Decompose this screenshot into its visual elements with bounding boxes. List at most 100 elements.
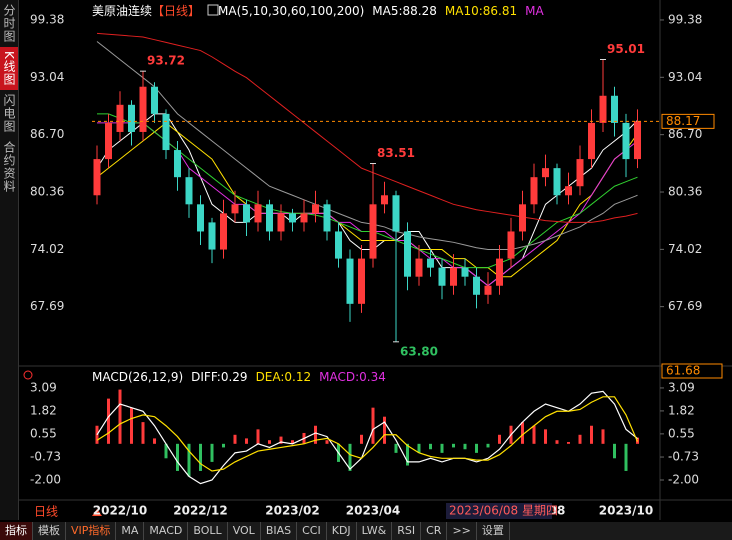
- candle-body: [450, 267, 457, 286]
- toolbar-tab[interactable]: MACD: [144, 522, 189, 540]
- macd-line: [96, 396, 639, 472]
- toolbar-tab[interactable]: RSI: [392, 522, 422, 540]
- candle-body: [208, 222, 216, 250]
- x-tick-label: 2023/04: [346, 504, 400, 518]
- indicator: MA(5,10,30,60,100,200): [218, 4, 364, 18]
- icon[interactable]: [23, 370, 33, 380]
- crosshair-date-box: [446, 503, 552, 519]
- sidebar-tab[interactable]: 闪电图: [2, 93, 16, 133]
- y-tick-label: 67.69: [668, 299, 702, 313]
- period: 【日线】: [152, 4, 200, 18]
- candle-body: [358, 258, 365, 304]
- x-tick-label: 08: [549, 504, 566, 518]
- y-tick-label: -2.00: [30, 472, 61, 486]
- toolbar-tab[interactable]: CR: [421, 522, 448, 540]
- candle-body: [507, 231, 515, 259]
- toolbar-tab[interactable]: BIAS: [261, 522, 298, 540]
- candle-body: [197, 204, 204, 232]
- y-tick-label: 80.36: [668, 185, 702, 199]
- candle-body: [415, 258, 423, 277]
- candle-body: [346, 258, 354, 304]
- toolbar-tab[interactable]: BOLL: [188, 522, 228, 540]
- toolbar-tab[interactable]: KDJ: [327, 522, 357, 540]
- axis-limit-label: 61.68: [666, 364, 700, 378]
- y-tick-label: 67.69: [30, 299, 64, 313]
- candle-body: [622, 122, 630, 160]
- header: 美原油连续【日线】 MA(5,10,30,60,100,200) MA5:88.28…: [92, 3, 544, 18]
- toolbar-tab[interactable]: MA: [116, 522, 145, 540]
- candle-body: [277, 213, 285, 232]
- toolbar-tab[interactable]: CCI: [297, 522, 327, 540]
- y-tick-label: 74.02: [668, 242, 702, 256]
- toolbar-tab[interactable]: LW&: [357, 522, 393, 540]
- candle-body: [128, 104, 135, 132]
- candle-body: [105, 122, 112, 160]
- candle-body: [634, 121, 641, 160]
- price-box: [661, 363, 723, 379]
- candle-body: [369, 204, 377, 259]
- y-tick-label: 0.55: [668, 426, 695, 440]
- toolbar-tab[interactable]: 模板: [33, 522, 66, 540]
- bg: [0, 0, 732, 520]
- y-tick-label: -0.73: [30, 450, 61, 464]
- icon[interactable]: [207, 4, 219, 16]
- sidebar-tab[interactable]: K线图: [0, 47, 18, 90]
- legend-entry: DIFF:0.29: [191, 370, 247, 384]
- candle-body: [565, 186, 572, 196]
- candle-body: [243, 204, 250, 223]
- candle-body: [611, 95, 618, 123]
- crosshair-date: 2023/06/08 星期四: [449, 504, 558, 518]
- candle-body: [335, 231, 342, 259]
- candle-body: [151, 86, 158, 114]
- y-tick-label: 99.38: [668, 12, 702, 26]
- toolbar-tab[interactable]: 指标: [0, 522, 33, 540]
- candle-body: [473, 276, 480, 295]
- annotation: 95.01: [607, 42, 645, 56]
- x-tick-label: 2022/10: [93, 504, 147, 518]
- candle-body: [542, 168, 549, 178]
- ma-line: [96, 32, 638, 223]
- sidebar-tab[interactable]: 分时图: [2, 4, 16, 43]
- sidebar-tab[interactable]: 合约资料: [2, 140, 16, 193]
- y-tick-label: 93.04: [668, 70, 702, 84]
- legend: MA5:88.28 MA10:86.81 MA: [372, 4, 544, 18]
- candle-body: [289, 213, 296, 223]
- y-tick-label: 86.70: [30, 127, 64, 141]
- candle-body: [220, 213, 227, 250]
- annotation: 83.51: [377, 146, 415, 160]
- candle-body: [496, 258, 503, 286]
- macd-title: MACD(26,12,9): [92, 370, 183, 384]
- period-switch[interactable]: 日线: [34, 505, 58, 519]
- y-tick-label: 1.82: [30, 403, 57, 417]
- toolbar-tab[interactable]: 设置: [477, 522, 510, 540]
- y-tick-label: 99.38: [30, 12, 64, 26]
- period-arrow[interactable]: [92, 509, 102, 516]
- annotation: 93.72: [147, 54, 185, 68]
- candle-body: [576, 159, 584, 187]
- toolbar-tab[interactable]: VOL: [228, 522, 261, 540]
- candle-body: [392, 195, 400, 232]
- y-tick-label: 80.36: [30, 185, 64, 199]
- toolbar-tab[interactable]: VIP指标: [66, 522, 117, 540]
- y-tick-label: 1.82: [668, 403, 695, 417]
- candle-body: [427, 258, 434, 268]
- x-tick-label: 2023/02: [265, 504, 319, 518]
- x-tick-label: 2022/12: [173, 504, 227, 518]
- toolbar: 指标 模板 VIP指标 MA MACD BOLL VOL BIAS CCI KDJ LW& RSI CR…: [0, 522, 732, 540]
- candle-body: [116, 104, 124, 132]
- candle-body: [300, 213, 308, 223]
- candle-body: [266, 204, 273, 232]
- legend-entry: DEA:0.12: [256, 370, 312, 384]
- y-tick-label: 0.55: [30, 426, 57, 440]
- candle-body: [484, 285, 492, 295]
- candle-body: [312, 204, 319, 214]
- y-tick-label: 86.70: [668, 127, 702, 141]
- y-tick-label: 93.04: [30, 70, 64, 84]
- candle-body: [323, 204, 331, 232]
- candle-body: [162, 113, 170, 151]
- toolbar-tab[interactable]: >>: [447, 522, 477, 540]
- candle-body: [599, 95, 607, 123]
- price-box: [661, 113, 715, 129]
- legend-entry: MA5:88.28: [372, 4, 437, 18]
